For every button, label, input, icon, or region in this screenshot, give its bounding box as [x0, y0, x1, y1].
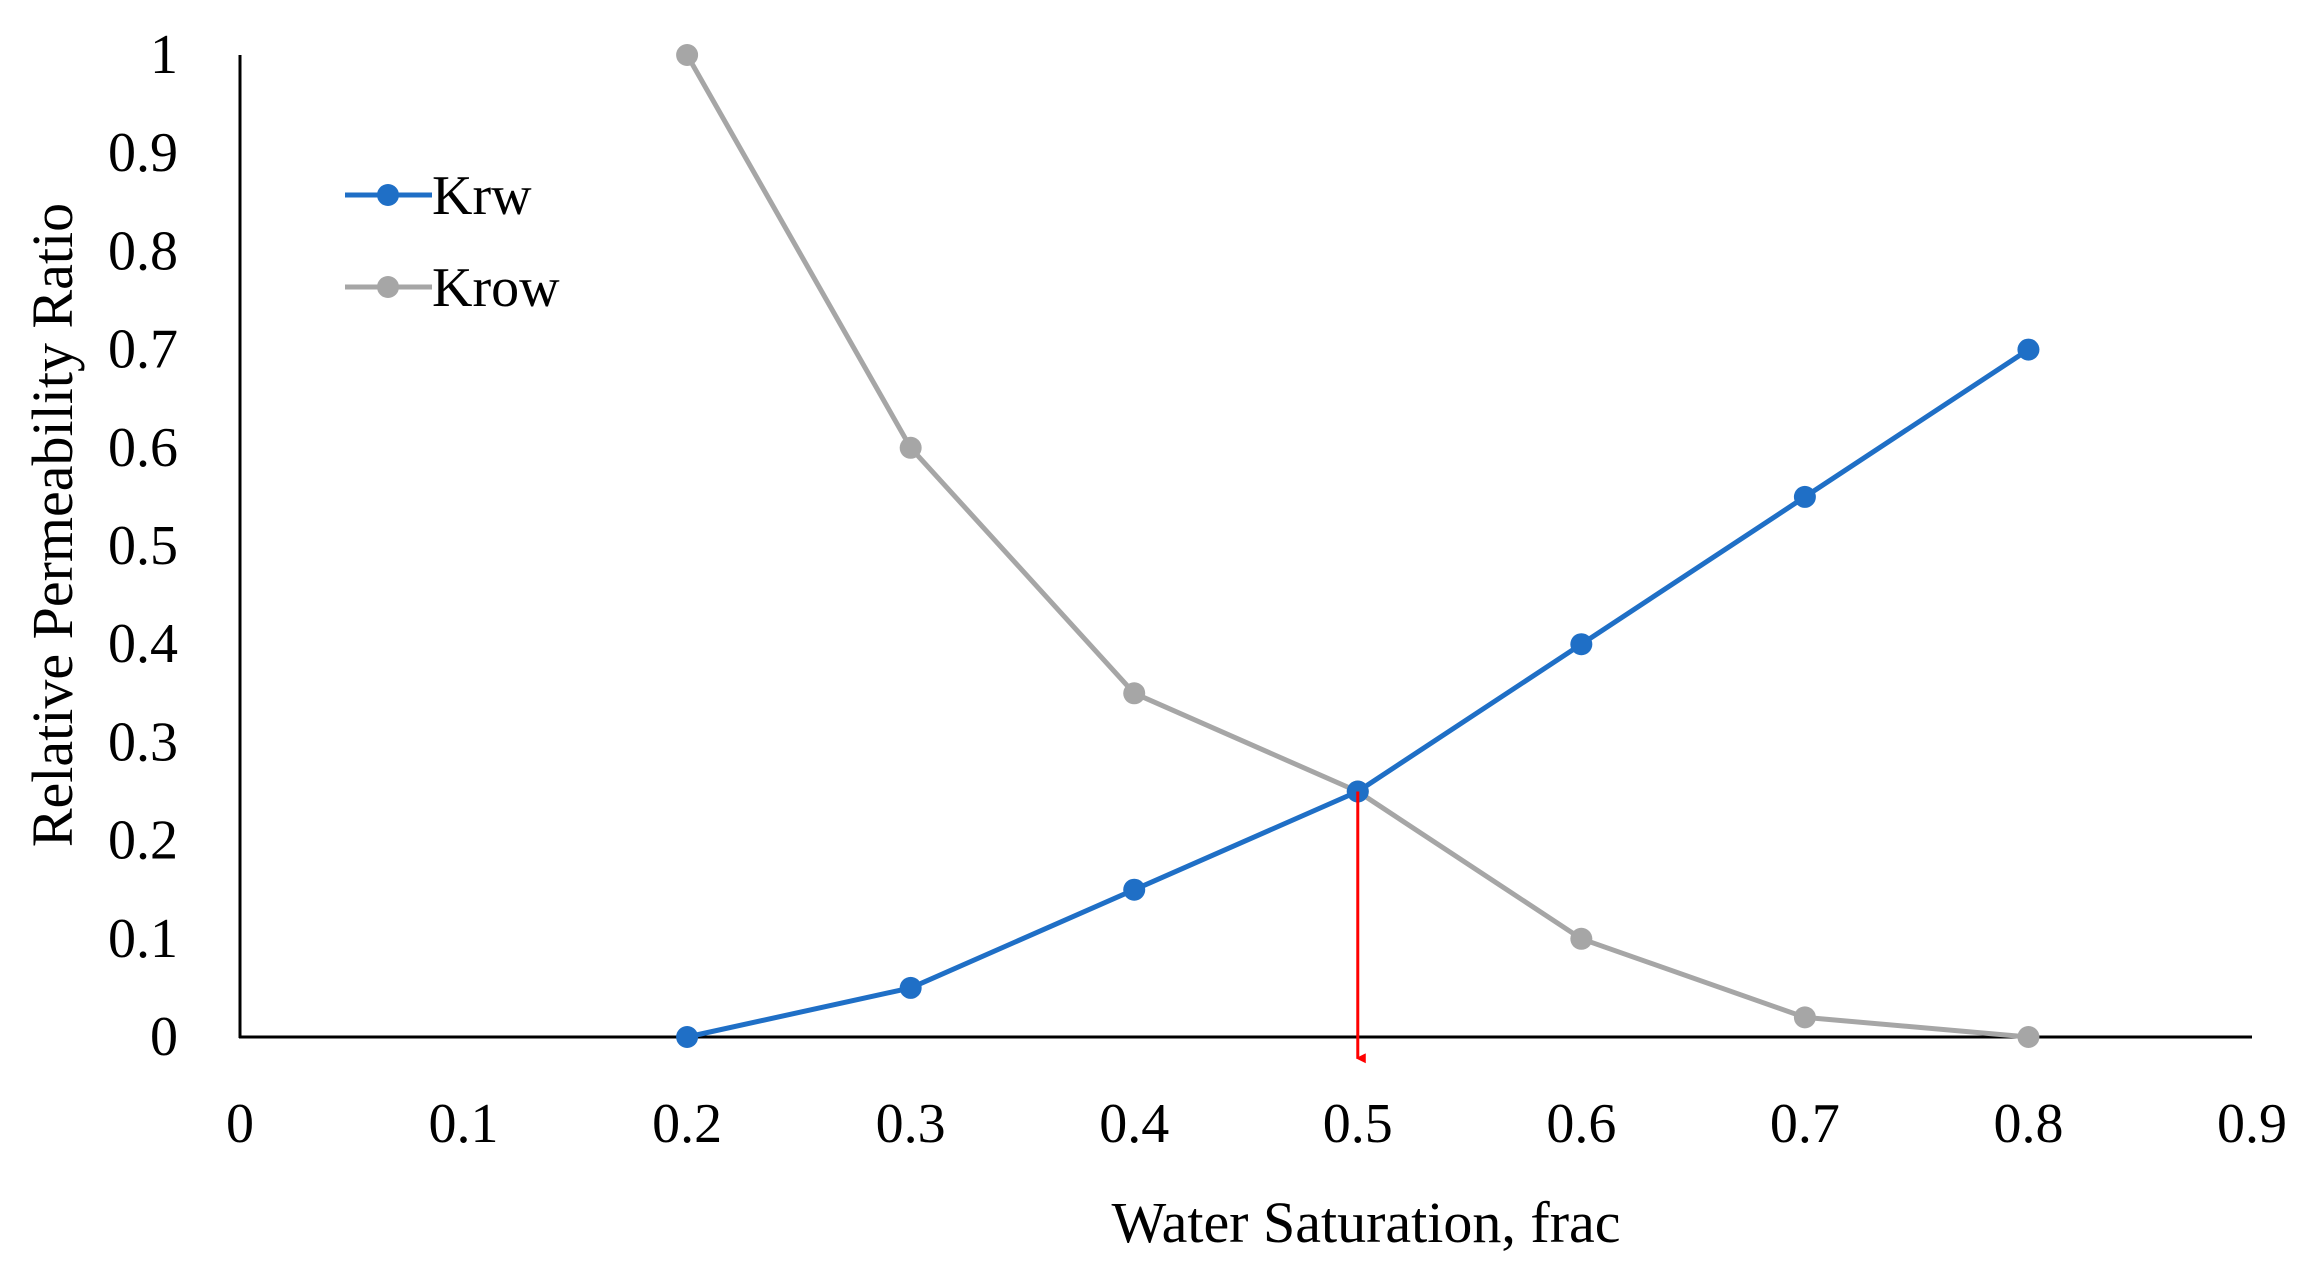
x-tick-labels: 0 0.1 0.2 0.3 0.4 0.5 0.6 0.7 0.8 0.9 [226, 1093, 2287, 1155]
y-tick-label: 1 [150, 24, 178, 86]
y-tick-label: 0.9 [108, 122, 178, 184]
x-tick-label: 0.4 [1099, 1093, 1169, 1155]
legend-marker-krw [377, 184, 399, 206]
axes [238, 55, 2252, 1039]
x-tick-label: 0.3 [876, 1093, 946, 1155]
x-tick-label: 0.2 [652, 1093, 722, 1155]
data-point-krw [1570, 633, 1593, 656]
x-tick-label: 0.1 [429, 1093, 499, 1155]
legend: Krw Krow [345, 165, 560, 319]
legend-label-krw: Krw [432, 165, 532, 227]
data-point-krw [899, 976, 922, 999]
x-tick-label: 0.9 [2217, 1093, 2287, 1155]
legend-label-krow: Krow [432, 257, 560, 319]
x-axis-title: Water Saturation, frac [1111, 1190, 1620, 1255]
y-tick-label: 0.7 [108, 319, 178, 381]
legend-item-krow: Krow [345, 257, 560, 319]
legend-marker-krow [377, 276, 399, 298]
data-point-krow [1123, 682, 1146, 705]
data-point-krow [1570, 927, 1593, 950]
data-point-krw [2017, 338, 2040, 361]
y-tick-label: 0.8 [108, 220, 178, 282]
y-tick-label: 0.4 [108, 613, 178, 675]
data-point-krw [676, 1026, 699, 1048]
data-point-krow [2017, 1026, 2040, 1048]
y-tick-label: 0.2 [108, 810, 178, 872]
y-tick-label: 0.3 [108, 711, 178, 773]
y-tick-label: 0 [150, 1006, 178, 1068]
x-tick-label: 0 [226, 1093, 254, 1155]
data-point-krw [1793, 485, 1816, 508]
y-tick-label: 0.1 [108, 908, 178, 970]
data-point-krow [1793, 1006, 1816, 1029]
y-tick-labels: 0 0.1 0.2 0.3 0.4 0.5 0.6 0.7 0.8 0.9 1 [108, 24, 178, 1068]
data-point-krw [1123, 878, 1146, 901]
x-tick-label: 0.7 [1770, 1093, 1840, 1155]
y-tick-label: 0.6 [108, 417, 178, 479]
data-point-krow [899, 436, 922, 459]
x-tick-label: 0.6 [1546, 1093, 1616, 1155]
x-tick-label: 0.8 [1993, 1093, 2063, 1155]
y-axis-title: Relative Permeability Ratio [20, 203, 85, 847]
y-tick-label: 0.5 [108, 515, 178, 577]
data-point-krow [676, 44, 699, 66]
x-tick-label: 0.5 [1323, 1093, 1393, 1155]
legend-item-krw: Krw [345, 165, 532, 227]
